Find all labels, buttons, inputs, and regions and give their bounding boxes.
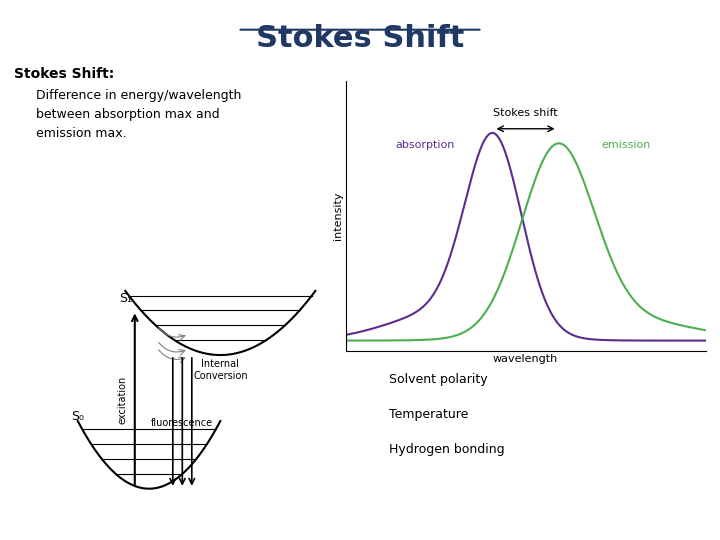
Text: Hydrogen bonding: Hydrogen bonding	[389, 443, 505, 456]
Text: Stokes Shift:: Stokes Shift:	[14, 68, 114, 82]
Text: Stokes Shift: Stokes Shift	[256, 24, 464, 53]
Text: Difference in energy/wavelength
between absorption max and
emission max.: Difference in energy/wavelength between …	[36, 89, 241, 140]
Text: Stokes shift: Stokes shift	[493, 109, 558, 118]
X-axis label: wavelength: wavelength	[493, 354, 558, 364]
Text: S₀: S₀	[71, 410, 84, 423]
Text: Internal
Conversion: Internal Conversion	[193, 359, 248, 381]
Text: fluorescence: fluorescence	[151, 418, 213, 428]
Text: excitation: excitation	[117, 375, 127, 424]
Text: S₁: S₁	[119, 292, 132, 305]
Y-axis label: intensity: intensity	[333, 192, 343, 240]
Text: Sensitivity to local environment:: Sensitivity to local environment:	[360, 335, 589, 348]
Text: Solvent polarity: Solvent polarity	[389, 373, 487, 386]
Text: emission: emission	[602, 140, 651, 151]
Text: absorption: absorption	[395, 140, 454, 151]
Text: Temperature: Temperature	[389, 408, 468, 421]
